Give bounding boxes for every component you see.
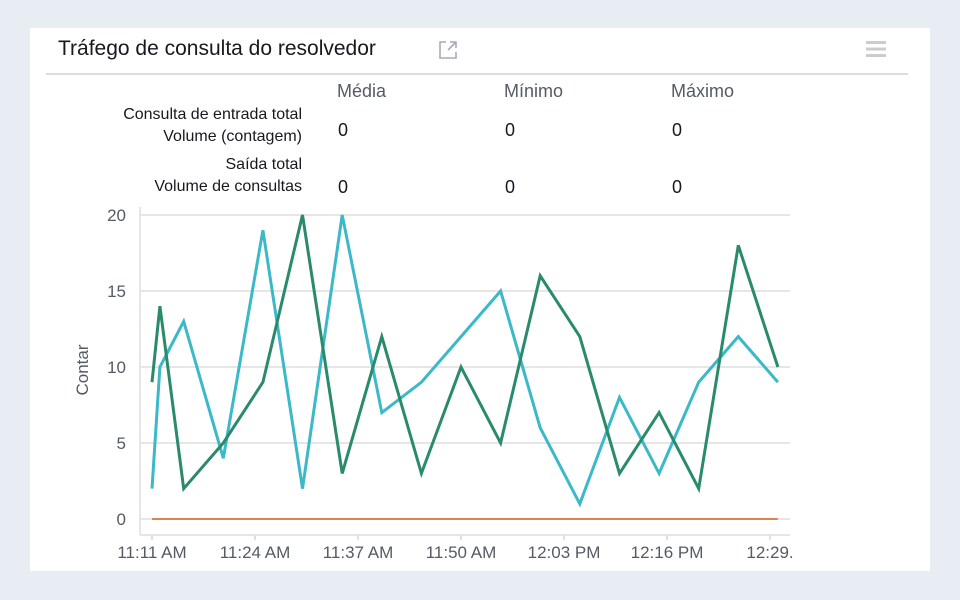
widget-title: Tráfego de consulta do resolvedor bbox=[58, 37, 376, 60]
y-tick-label: 10 bbox=[107, 358, 126, 377]
outbound-media-value: 0 bbox=[338, 177, 349, 197]
series-line-2 bbox=[150, 214, 780, 494]
y-tick-label: 5 bbox=[117, 434, 126, 453]
outbound-maximo-value: 0 bbox=[672, 177, 683, 197]
y-tick-label: 15 bbox=[107, 282, 126, 301]
widget-panel: Tráfego de consulta do resolvedor Média … bbox=[30, 28, 930, 571]
y-tick-label: 20 bbox=[107, 206, 126, 225]
x-tick-label: 12:16 PM bbox=[631, 543, 704, 562]
inbound-maximo-value: 0 bbox=[672, 120, 683, 140]
row-label-line: Volume de consultas bbox=[154, 178, 302, 195]
y-axis-label: Contar bbox=[73, 344, 92, 395]
outbound-minimo-value: 0 bbox=[505, 177, 516, 197]
row-label-outbound: Saída total Volume de consultas bbox=[154, 154, 302, 198]
column-header-maximo: Máximo bbox=[671, 81, 735, 101]
external-link-icon[interactable] bbox=[438, 40, 458, 60]
x-tick-label: 11:37 AM bbox=[323, 543, 394, 562]
row-label-line: Volume (contagem) bbox=[163, 128, 302, 145]
row-label-inbound: Consulta de entrada total Volume (contag… bbox=[123, 104, 302, 148]
x-tick-label: 11:11 AM bbox=[117, 543, 186, 562]
hamburger-menu-icon[interactable] bbox=[866, 40, 886, 58]
inbound-media-value: 0 bbox=[338, 120, 349, 140]
x-tick-label: 12:03 PM bbox=[528, 543, 601, 562]
series-line-1 bbox=[150, 214, 780, 508]
row-label-line: Consulta de entrada total bbox=[123, 106, 302, 123]
column-header-media: Média bbox=[337, 81, 387, 101]
header-divider bbox=[46, 73, 908, 75]
x-tick-label: 12:29. bbox=[746, 543, 793, 562]
column-header-minimo: Mínimo bbox=[504, 81, 564, 101]
row-label-line: Saída total bbox=[225, 156, 303, 173]
x-tick-label: 11:50 AM bbox=[426, 543, 497, 562]
x-tick-label: 11:24 AM bbox=[220, 543, 291, 562]
y-tick-label: 0 bbox=[117, 510, 126, 529]
inbound-minimo-value: 0 bbox=[505, 120, 516, 140]
